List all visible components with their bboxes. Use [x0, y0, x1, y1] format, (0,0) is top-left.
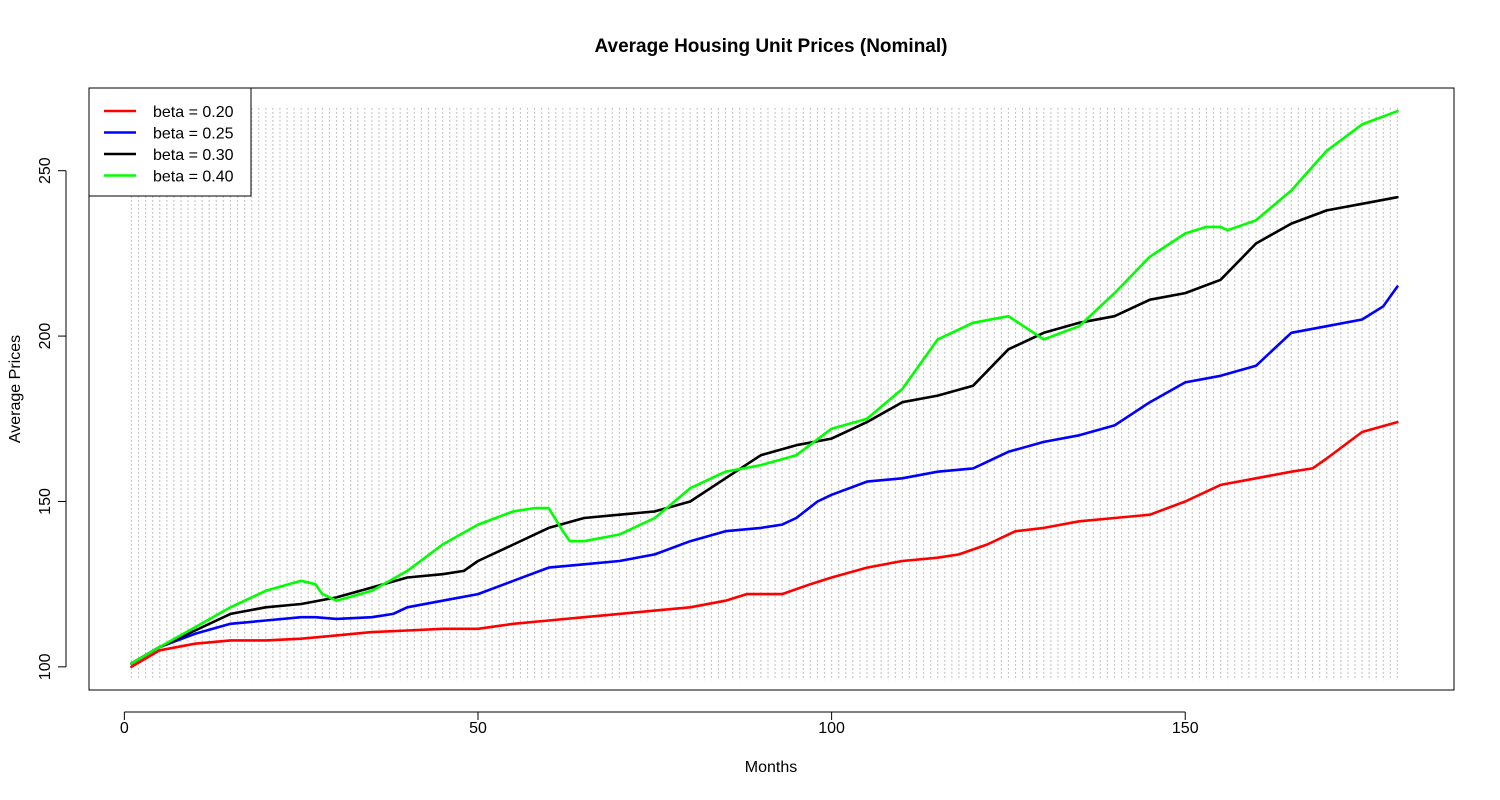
series-line — [130, 285, 1399, 665]
x-tick-label: 50 — [469, 720, 487, 737]
plot-frame — [88, 87, 1455, 691]
legend: beta = 0.20 beta = 0.25 beta = 0.30 beta = … — [88, 87, 252, 197]
legend-label: beta = 0.40 — [153, 169, 234, 186]
series-line — [130, 109, 1399, 665]
x-axis: 0 50 100 150 — [120, 711, 1199, 737]
grid-lines — [130, 107, 1399, 681]
x-axis-label: Months — [745, 759, 797, 776]
legend-label: beta = 0.20 — [153, 104, 234, 121]
series-line — [130, 195, 1399, 665]
y-tick-label: 100 — [37, 653, 54, 680]
x-tick-label: 100 — [818, 720, 845, 737]
legend-label: beta = 0.25 — [153, 126, 234, 143]
x-tick-label: 0 — [120, 720, 129, 737]
series-line — [130, 420, 1399, 669]
chart-title: Average Housing Unit Prices (Nominal) — [595, 36, 948, 57]
legend-box — [88, 87, 252, 197]
y-tick-label: 250 — [37, 157, 54, 184]
x-tick-label: 150 — [1172, 720, 1199, 737]
y-axis-label: Average Prices — [7, 335, 24, 443]
series-layer — [130, 109, 1399, 669]
y-axis: 100 150 200 250 — [37, 157, 67, 680]
y-tick-label: 150 — [37, 488, 54, 515]
legend-label: beta = 0.30 — [153, 147, 234, 164]
y-tick-label: 200 — [37, 323, 54, 350]
